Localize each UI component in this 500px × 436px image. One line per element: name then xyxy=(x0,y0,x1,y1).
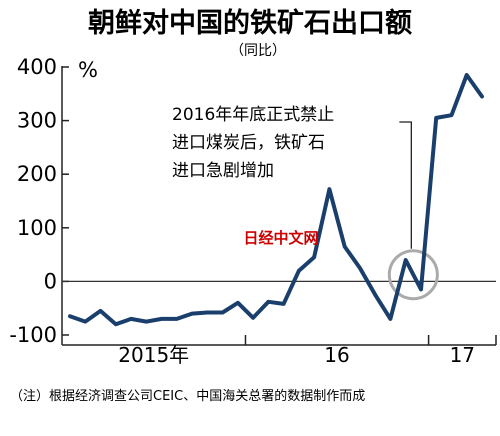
data-point xyxy=(68,314,72,318)
chart-title: 朝鲜对中国的铁矿石出口额 xyxy=(88,7,412,39)
data-point xyxy=(129,317,133,321)
data-point xyxy=(465,73,469,77)
annotation-line: 进口煤炭后，铁矿石 xyxy=(172,133,325,153)
y-tick-label: 0 xyxy=(44,269,57,293)
x-tick-label: 16 xyxy=(324,343,349,367)
x-tick-label: 17 xyxy=(450,343,475,367)
y-tick-label: 200 xyxy=(17,162,57,186)
data-point xyxy=(297,269,301,273)
annotation-line: 2016年年底正式禁止 xyxy=(172,105,334,125)
data-point xyxy=(266,300,270,304)
data-point xyxy=(205,310,209,314)
data-point xyxy=(160,317,164,321)
data-point xyxy=(144,320,148,324)
data-point xyxy=(343,245,347,249)
data-point xyxy=(282,302,286,306)
plot-area xyxy=(62,73,496,327)
y-tick-label: 400 xyxy=(17,55,57,79)
x-tick-label: 2015年 xyxy=(118,343,189,367)
data-point xyxy=(388,317,392,321)
data-point xyxy=(251,316,255,320)
y-tick-label: 100 xyxy=(17,216,57,240)
x-axis: 2015年 16 17 xyxy=(62,335,497,367)
annotation: 2016年年底正式禁止 进口煤炭后，铁矿石 进口急剧增加 xyxy=(172,105,334,181)
data-point xyxy=(312,255,316,259)
chart-subtitle: （同比） xyxy=(230,43,286,59)
data-point xyxy=(373,293,377,297)
y-tick-label: -100 xyxy=(9,323,57,347)
data-point xyxy=(175,317,179,321)
data-point xyxy=(236,301,240,305)
data-point xyxy=(83,320,87,324)
data-point xyxy=(419,287,423,291)
watermark-text: 日经中文网 xyxy=(243,229,318,247)
data-point xyxy=(190,312,194,316)
source-note: （注）根据经济调查公司CEIC、中国海关总署的数据制作而成 xyxy=(10,388,365,404)
data-point xyxy=(480,94,484,98)
data-point xyxy=(404,258,408,262)
data-point xyxy=(449,113,453,117)
data-series-line xyxy=(68,73,484,327)
y-tick-label: 300 xyxy=(17,109,57,133)
data-point xyxy=(99,309,103,313)
data-point xyxy=(434,116,438,120)
data-point xyxy=(114,322,118,326)
data-point xyxy=(358,266,362,270)
y-axis-unit: % xyxy=(78,58,98,82)
y-axis: 400 300 200 100 0 -100 xyxy=(9,55,69,347)
data-point xyxy=(221,310,225,314)
annotation-leader xyxy=(399,121,412,249)
data-point xyxy=(327,187,331,191)
highlight-circle xyxy=(387,249,439,301)
annotation-line: 进口急剧增加 xyxy=(172,161,274,181)
